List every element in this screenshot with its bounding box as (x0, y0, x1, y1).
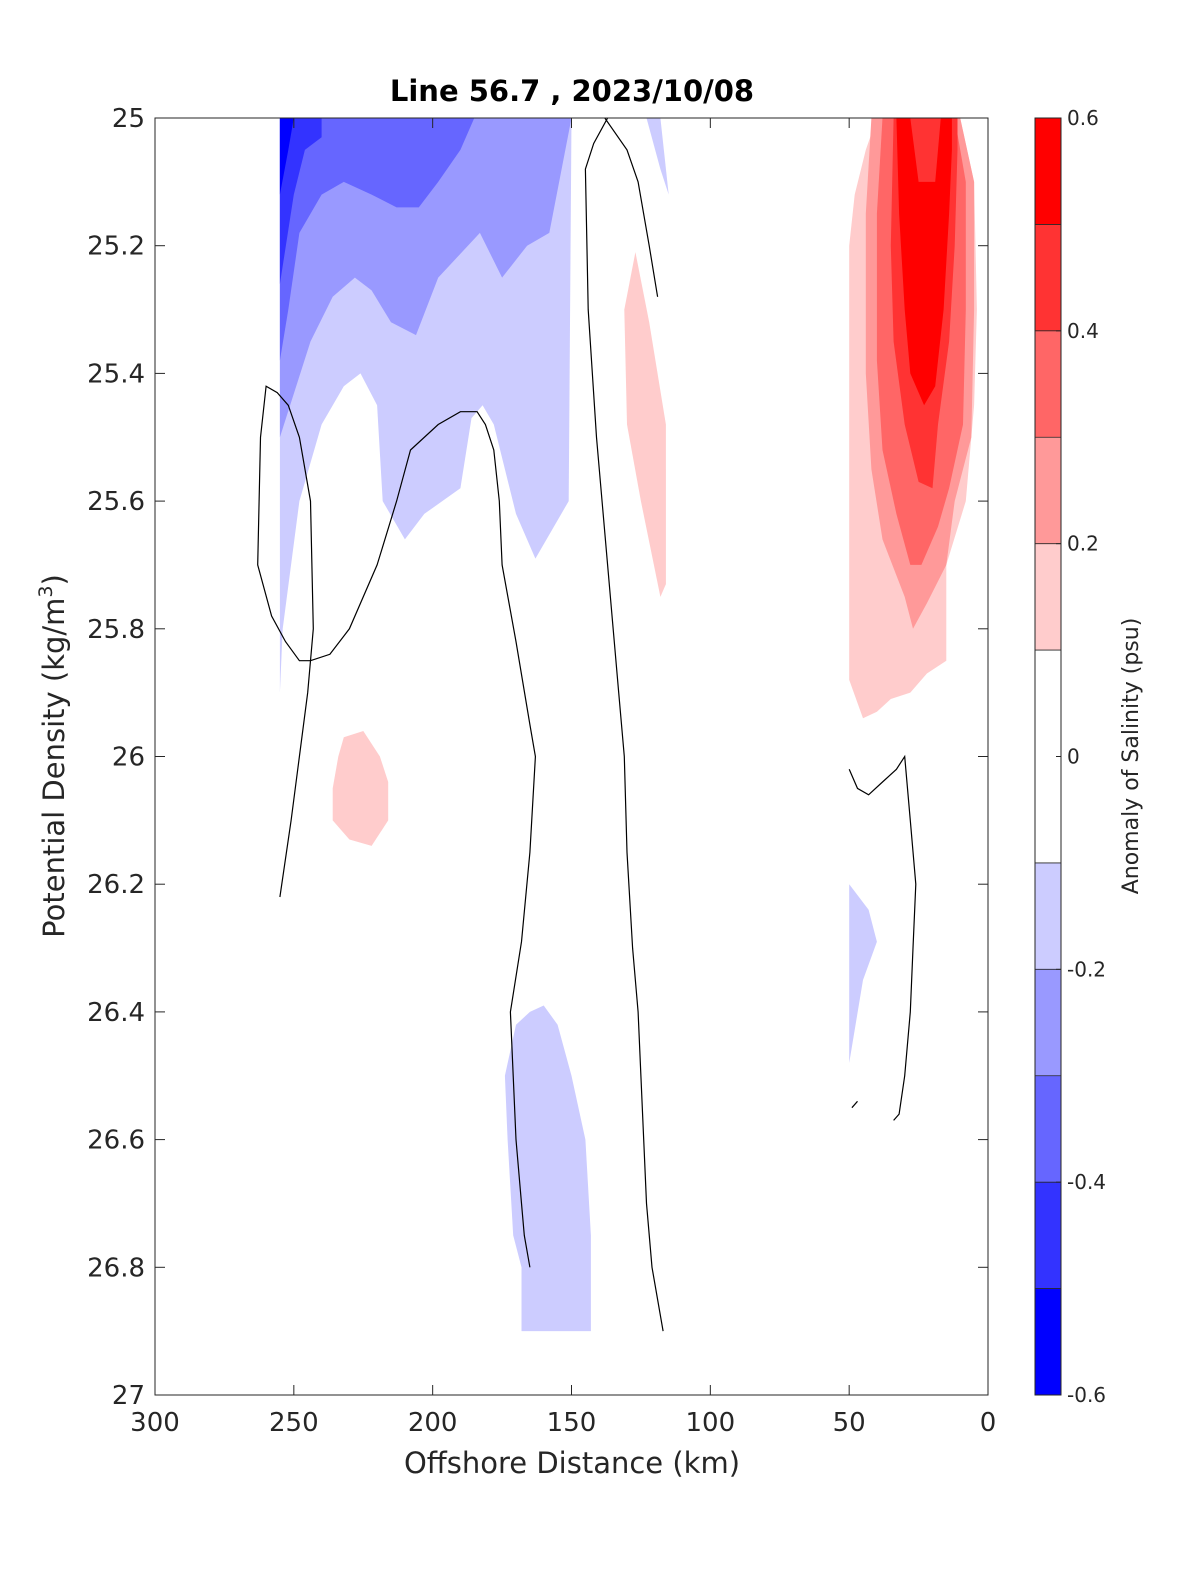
y-tick-label: 25 (112, 104, 145, 134)
colorbar-swatch (1035, 543, 1061, 651)
colorbar-tick-label: 0.4 (1067, 319, 1099, 343)
y-tick-label: 25.8 (87, 615, 145, 645)
colorbar-swatch (1035, 1182, 1061, 1289)
y-tick-label: 26.8 (87, 1253, 145, 1283)
colorbar-swatch (1035, 224, 1061, 331)
contour-150-line (584, 118, 664, 1332)
colorbar-swatch (1035, 118, 1061, 225)
colorbar-swatch (1035, 437, 1061, 544)
colorbar-swatch (1035, 862, 1061, 970)
region-neg-0.1-near-45 (849, 884, 877, 1063)
y-tick-label: 25.4 (87, 359, 145, 389)
x-tick-label: 300 (130, 1408, 180, 1438)
colorbar-tick-label: -0.4 (1067, 1170, 1106, 1194)
chart-title: Line 56.7 , 2023/10/08 (390, 74, 754, 108)
colorbar-title: Anomaly of Salinity (psu) (1119, 618, 1144, 895)
contour-layers (155, 118, 988, 1395)
region-pos-0.1-near-130 (624, 252, 666, 597)
y-axis: 25 25.2 25.4 25.6 25.8 26 26.2 26.4 26.6 26.8 27 (87, 104, 988, 1411)
region-pos-0.1-blob-225 (332, 731, 389, 846)
region-neg-0.4-offshore-top (279, 118, 322, 284)
y-tick-label: 25.2 (87, 232, 145, 262)
y-axis-title: Potential Density (kg/m3) (35, 574, 71, 938)
y-tick-label: 26.2 (87, 870, 145, 900)
colorbar-swatch (1035, 1288, 1061, 1395)
colorbar-tick-label: 0.6 (1067, 106, 1099, 130)
x-tick-label: 100 (686, 1408, 736, 1438)
region-neg-0.5-offshore-top (279, 118, 294, 195)
colorbar-swatch (1035, 330, 1061, 438)
x-tick-label: 0 (980, 1408, 997, 1438)
y-tick-label: 26 (112, 743, 145, 773)
x-tick-label: 250 (269, 1408, 319, 1438)
x-axis: 300 250 200 150 100 50 0 (130, 118, 996, 1438)
colorbar-tick-label: 0 (1067, 745, 1080, 769)
colorbar-swatch (1035, 1075, 1061, 1183)
y-tick-label: 26.4 (87, 998, 145, 1028)
plot-area (155, 118, 988, 1395)
contour-near-125 (604, 118, 659, 297)
colorbar: -0.6 -0.4 -0.2 0 0.2 0.4 0.6 (1034, 106, 1106, 1407)
y-axis-title-main: Potential Density (kg/m (37, 598, 71, 938)
x-tick-label: 50 (833, 1408, 866, 1438)
colorbar-tick-label: -0.6 (1067, 1383, 1106, 1407)
y-tick-label: 25.6 (87, 487, 145, 517)
region-neg-0.1-near-125 (646, 118, 669, 195)
contour-loop-offshore (257, 385, 537, 1268)
y-tick-label: 26.6 (87, 1126, 145, 1156)
region-pos-0.5-coastal (896, 118, 952, 406)
x-axis-title: Offshore Distance (km) (404, 1446, 740, 1480)
region-neg-0.2-offshore-top (279, 118, 572, 438)
contour-coastal-dip (848, 754, 917, 1121)
colorbar-swatch (1035, 969, 1061, 1076)
colorbar-tick-label: -0.2 (1067, 957, 1106, 981)
colorbar-tick-label: 0.2 (1067, 532, 1099, 556)
x-tick-label: 150 (547, 1408, 597, 1438)
y-axis-title-superscript: 3 (35, 585, 57, 597)
region-neg-0.3-offshore-top (279, 118, 475, 361)
y-tick-label: 27 (112, 1381, 145, 1411)
x-tick-label: 200 (408, 1408, 458, 1438)
y-axis-title-tail: ) (37, 574, 71, 585)
contour-coastal-stub (851, 1100, 858, 1109)
